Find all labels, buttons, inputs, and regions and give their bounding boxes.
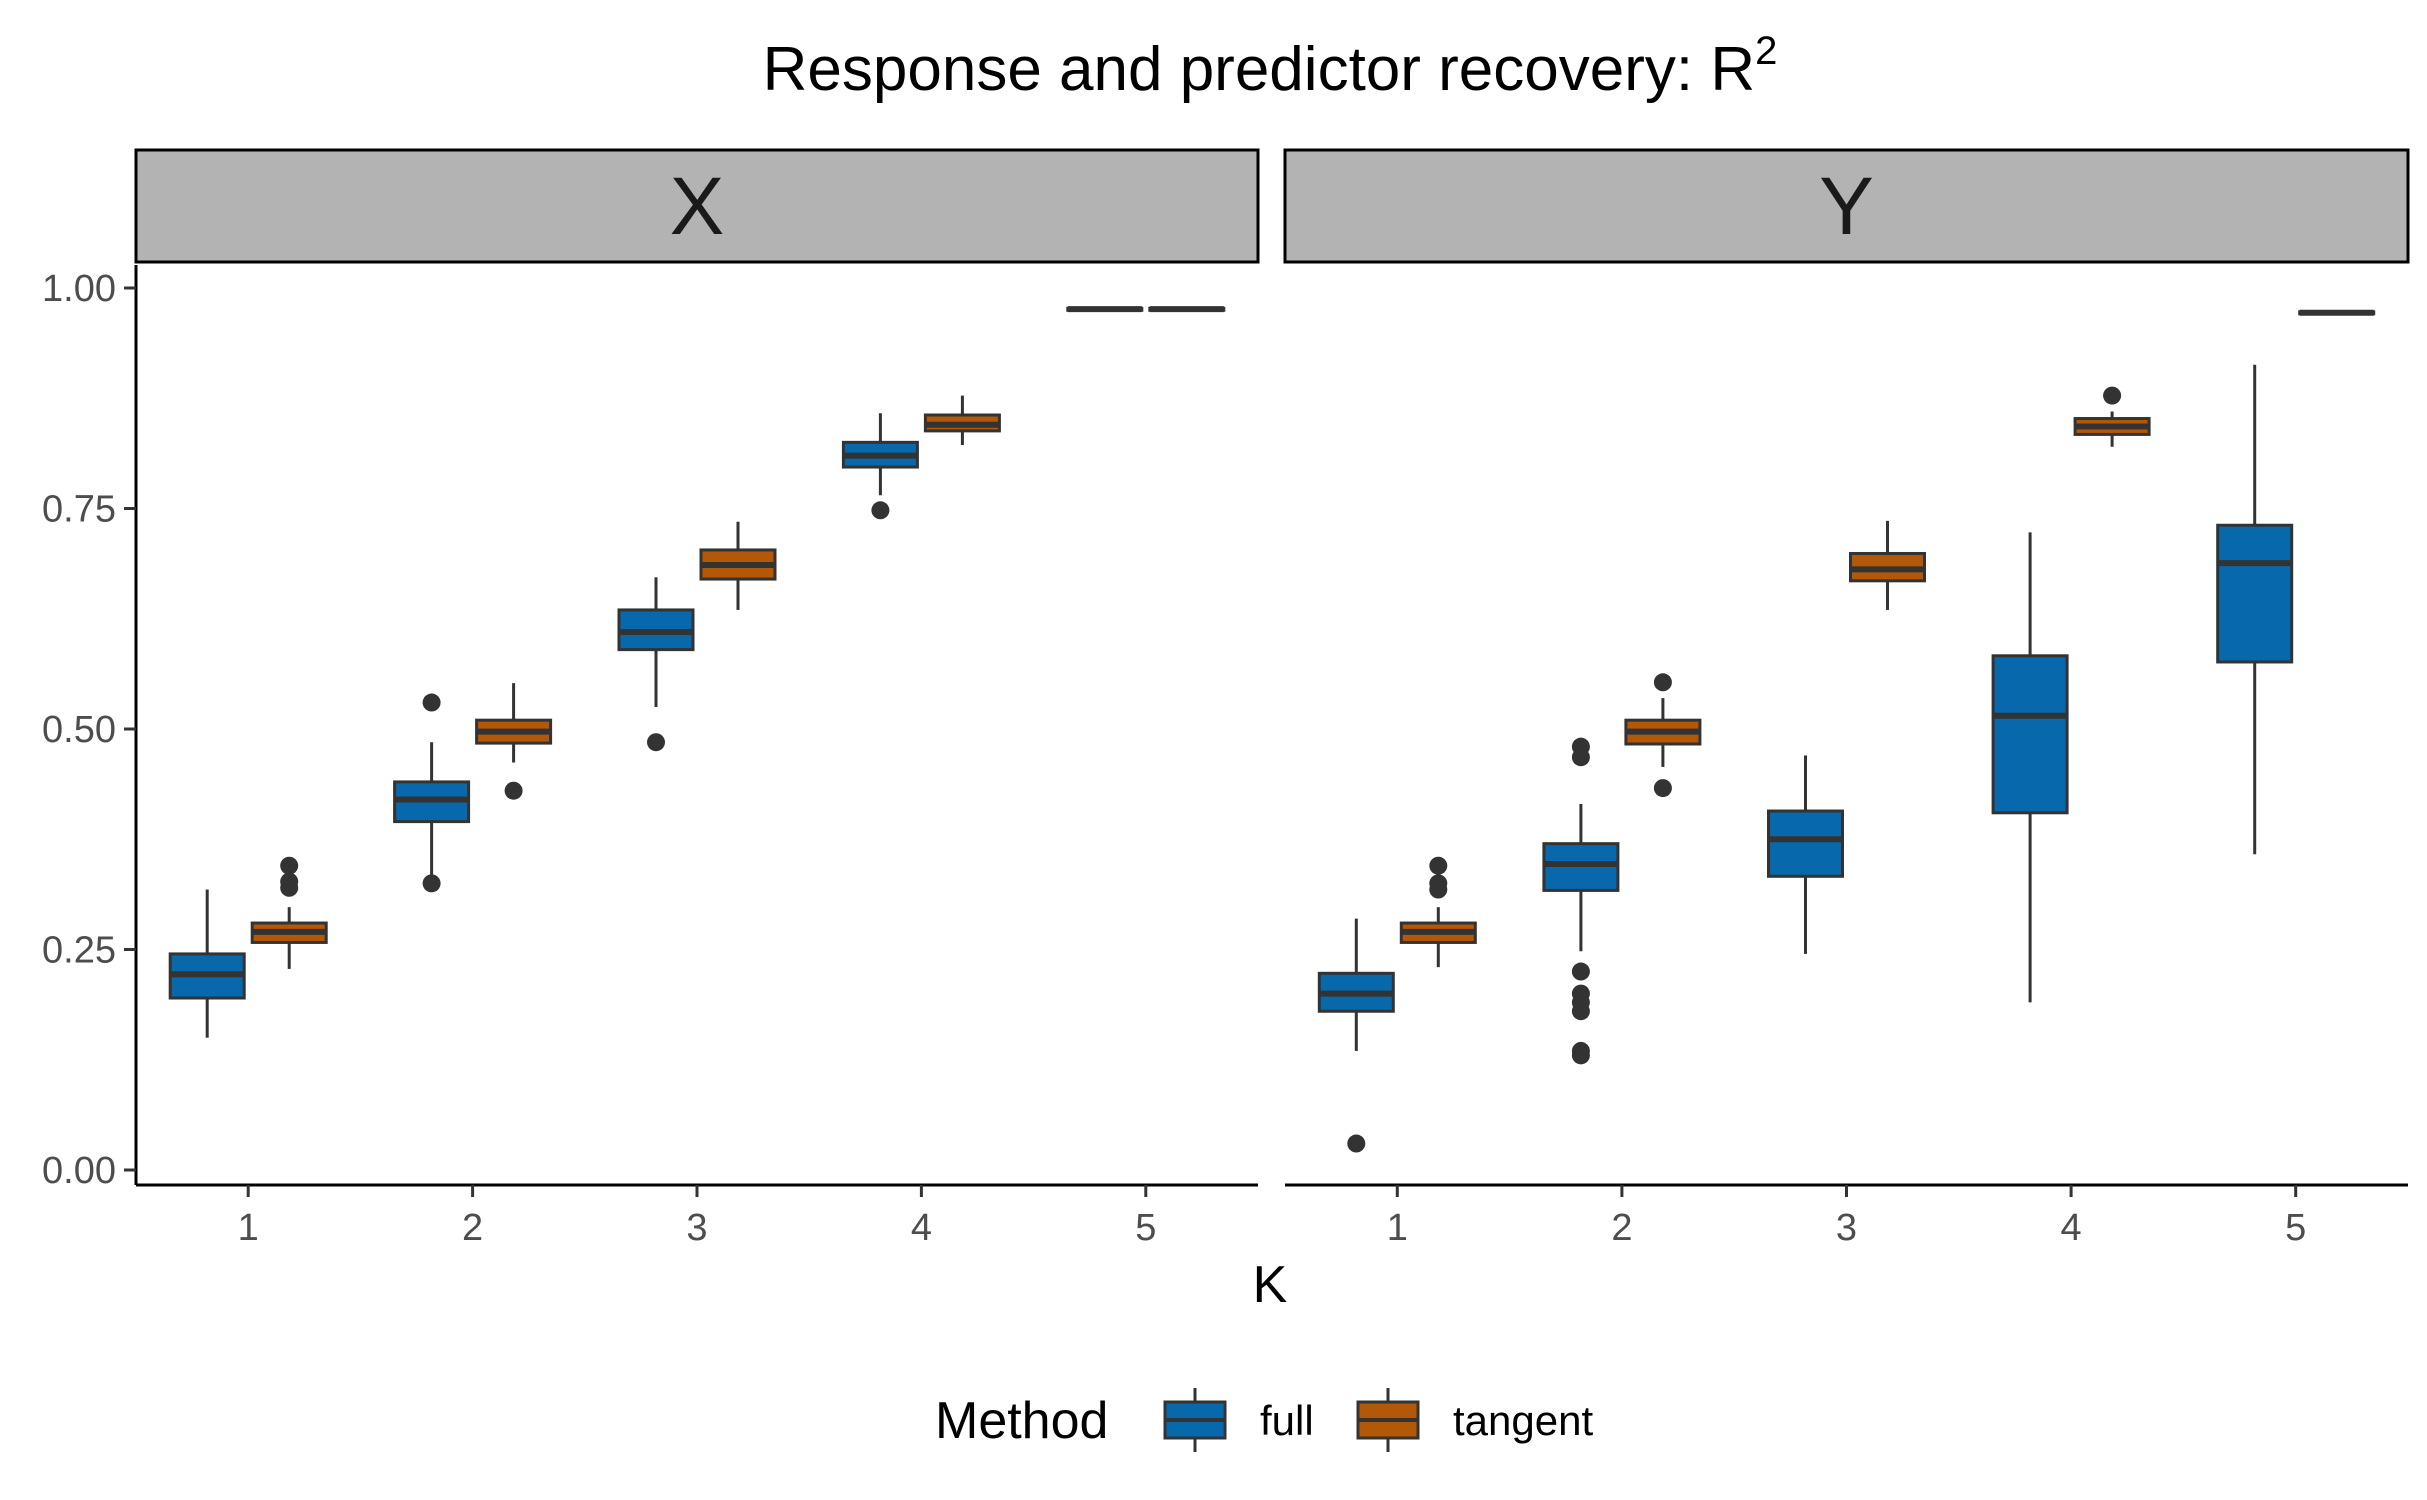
box-y-tangent-k2 [1624,673,1702,798]
strip-label-y: Y [1819,161,1874,252]
box-iqr [1542,842,1620,892]
box-x-tangent-k1 [250,856,328,969]
box-y-full-k4 [1991,532,2069,1003]
outlier-point [1653,673,1672,692]
chart-title: Response and predictor recovery: R2 [763,29,1778,104]
outlier-point [647,733,665,752]
outlier-point [1571,1046,1590,1065]
legend-title: Method [935,1392,1108,1450]
x-axis-title: K [1253,1256,1288,1314]
outlier-point [1571,748,1590,767]
panels: X 1 2 3 4 5 Y 1 2 3 4 5 [134,148,2410,1249]
legend-entry-full: full [1163,1388,1314,1452]
box-x-tangent-k2 [475,683,553,800]
box-x-full-k4 [841,413,919,520]
box-y-tangent-k4 [2073,386,2151,447]
outlier-point [1571,1002,1590,1021]
box-x-tangent-k3 [699,521,777,610]
x-tick-label: 3 [686,1207,707,1249]
strip-y [1283,148,2410,264]
box-y-full-k3 [1767,755,1844,954]
box-y-full-k2 [1542,737,1620,1065]
outlier-point [871,501,890,520]
y-tick-label: 0.50 [42,709,116,751]
box-y-full-k1 [1317,918,1395,1153]
legend: Method full tangent [935,1388,1593,1452]
legend-label-tangent: tangent [1453,1397,1593,1444]
box-x-full-k1 [168,889,246,1038]
box-x-tangent-k5 [1148,306,1226,313]
legend-entry-tangent: tangent [1356,1388,1593,1452]
box-y-tangent-k5 [2298,309,2376,316]
outlier-point [2103,386,2122,405]
box-x-full-k5 [1066,306,1144,313]
box-y-tangent-k1 [1399,856,1477,968]
x-tick-label: 2 [1611,1207,1632,1249]
x-tick-label: 4 [2061,1207,2082,1249]
y-tick-label: 0.75 [42,489,116,531]
x-tick-label: 4 [911,1207,932,1249]
panel-x: X 1 2 3 4 5 [134,148,1260,1249]
strip-x [134,148,1260,264]
outlier-point [1347,1134,1366,1153]
outlier-point [280,878,299,897]
y-tick-label: 0.25 [42,930,116,972]
outlier-point [422,874,441,893]
outlier-point [422,693,441,712]
outlier-point [1429,856,1448,875]
y-tick-label: 1.00 [42,268,116,310]
x-tick-label: 1 [238,1207,259,1249]
x-tick-label: 2 [462,1207,483,1249]
y-tick-label: 0.00 [42,1150,116,1192]
strip-label-x: X [670,161,725,252]
box-x-tangent-k4 [923,395,1001,445]
box-x-full-k3 [617,577,695,752]
box-iqr [2216,523,2294,664]
x-tick-label: 5 [2285,1207,2306,1249]
outlier-point [1429,880,1448,899]
panel-y: Y 1 2 3 4 5 [1283,148,2410,1249]
outlier-point [280,856,299,875]
x-tick-label: 3 [1836,1207,1857,1249]
box-y-full-k5 [2216,364,2294,855]
box-y-tangent-k3 [1849,520,1926,610]
outlier-point [504,781,523,800]
y-axis: 0.00 0.25 0.50 0.75 1.00 [42,265,138,1192]
box-iqr [1767,809,1844,878]
legend-label-full: full [1260,1397,1314,1444]
chart-title-superscript: 2 [1755,29,1777,73]
chart-title-main: Response and predictor recovery: R [763,35,1755,104]
outlier-point [1653,779,1672,798]
box-x-full-k2 [393,693,471,893]
box-iqr [1991,654,2069,815]
x-tick-label: 1 [1387,1207,1408,1249]
x-tick-label: 5 [1135,1207,1156,1249]
outlier-point [1571,962,1590,981]
